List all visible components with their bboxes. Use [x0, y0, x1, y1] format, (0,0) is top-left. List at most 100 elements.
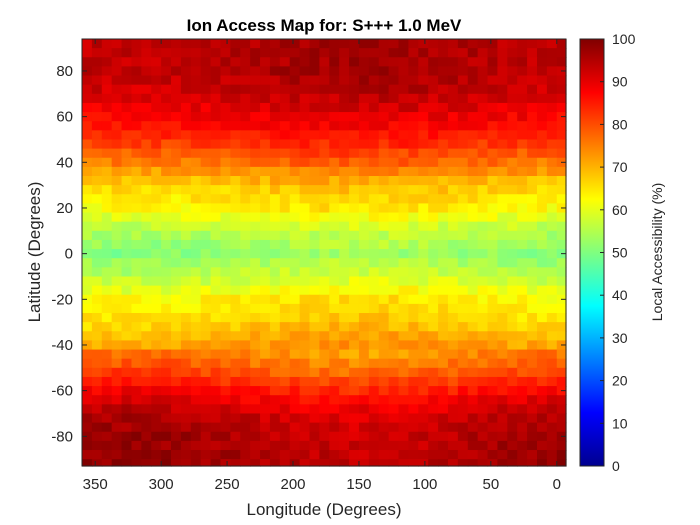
heat-cell — [269, 57, 281, 67]
heat-cell — [309, 431, 320, 442]
heat-cell — [131, 93, 142, 104]
heat-cell — [398, 75, 409, 86]
heat-cell — [299, 157, 311, 168]
heat-cell — [388, 102, 400, 113]
heat-cell — [457, 176, 469, 186]
heat-cell — [497, 285, 508, 296]
heat-cell — [339, 230, 350, 241]
heat-cell — [467, 395, 479, 405]
heat-cell — [536, 203, 548, 214]
heat-cell — [507, 367, 518, 378]
heat-cell — [497, 376, 508, 387]
heat-cell — [91, 459, 103, 467]
heat-cell — [82, 102, 93, 113]
heat-cell — [289, 376, 301, 387]
heat-cell — [527, 258, 538, 268]
heat-cell — [378, 258, 390, 268]
heat-cell — [141, 57, 152, 67]
heat-cell — [161, 413, 172, 424]
heat-cell — [240, 84, 251, 95]
heat-cell — [82, 194, 93, 204]
heat-cell — [279, 340, 291, 351]
heat-cell — [358, 130, 370, 141]
heat-cell — [250, 440, 261, 451]
heat-cell — [91, 431, 103, 442]
heat-cell — [339, 413, 350, 424]
heat-cell — [349, 285, 360, 296]
heat-cell — [319, 395, 330, 405]
heat-cell — [536, 176, 548, 186]
heat-cell — [260, 459, 271, 467]
heat-cell — [457, 303, 469, 314]
heat-cell — [467, 450, 479, 460]
heat-cell — [161, 358, 172, 369]
heat-cell — [467, 157, 479, 168]
heat-cell — [309, 39, 320, 49]
heat-cell — [260, 194, 271, 204]
heat-cell — [378, 166, 390, 177]
heat-cell — [477, 258, 489, 268]
heat-cell — [279, 322, 291, 332]
heat-cell — [447, 322, 459, 332]
heat-cell — [329, 267, 340, 278]
heat-cell — [487, 75, 499, 86]
heat-cell — [161, 39, 172, 49]
heat-cell — [378, 431, 390, 442]
heat-cell — [240, 176, 251, 186]
heat-cell — [527, 440, 538, 451]
heat-cell — [190, 102, 202, 113]
heat-cell — [111, 157, 123, 168]
heat-cell — [299, 431, 311, 442]
heat-cell — [220, 239, 231, 250]
heat-cell — [536, 112, 548, 122]
heat-cell — [289, 303, 301, 314]
heat-cell — [180, 249, 192, 259]
heat-cell — [289, 395, 301, 405]
heat-cell — [418, 395, 429, 405]
heat-cell — [349, 148, 360, 159]
heat-cell — [131, 404, 142, 415]
heat-cell — [269, 48, 281, 58]
heat-cell — [210, 176, 222, 186]
y-tick-label: -80 — [51, 428, 73, 445]
heat-cell — [536, 376, 548, 387]
heat-cell — [378, 450, 390, 460]
heat-cell — [161, 322, 172, 332]
heat-cell — [279, 48, 291, 58]
heat-cell — [536, 221, 548, 232]
heat-cell — [111, 249, 123, 259]
heat-cell — [200, 367, 212, 378]
heat-cell — [299, 239, 311, 250]
heat-cell — [121, 340, 133, 351]
heat-cell — [398, 249, 409, 259]
heat-cell — [141, 84, 152, 95]
heat-cell — [309, 413, 320, 424]
heat-cell — [358, 239, 370, 250]
heat-cell — [428, 39, 439, 49]
heat-cell — [190, 194, 202, 204]
heat-cell — [546, 431, 558, 442]
heat-cell — [438, 285, 449, 296]
heat-cell — [279, 303, 291, 314]
heat-cell — [349, 212, 360, 223]
heat-cell — [141, 267, 152, 278]
heat-cell — [141, 303, 152, 314]
heat-cell — [447, 75, 459, 86]
heat-cell — [111, 57, 123, 67]
heat-cell — [230, 39, 241, 49]
heat-cell — [279, 112, 291, 122]
heat-cell — [141, 212, 152, 223]
heat-cell — [319, 258, 330, 268]
heat-cell — [358, 459, 370, 467]
heat-cell — [497, 48, 508, 58]
heat-cell — [527, 294, 538, 305]
heat-cell — [161, 48, 172, 58]
heat-cell — [260, 176, 271, 186]
heat-cell — [349, 450, 360, 460]
heat-cell — [101, 39, 113, 49]
y-axis-label: Latitude (Degrees) — [25, 182, 44, 323]
heat-cell — [171, 121, 182, 131]
heat-cell — [121, 459, 133, 467]
heat-cell — [329, 376, 340, 387]
heat-cell — [487, 258, 499, 268]
